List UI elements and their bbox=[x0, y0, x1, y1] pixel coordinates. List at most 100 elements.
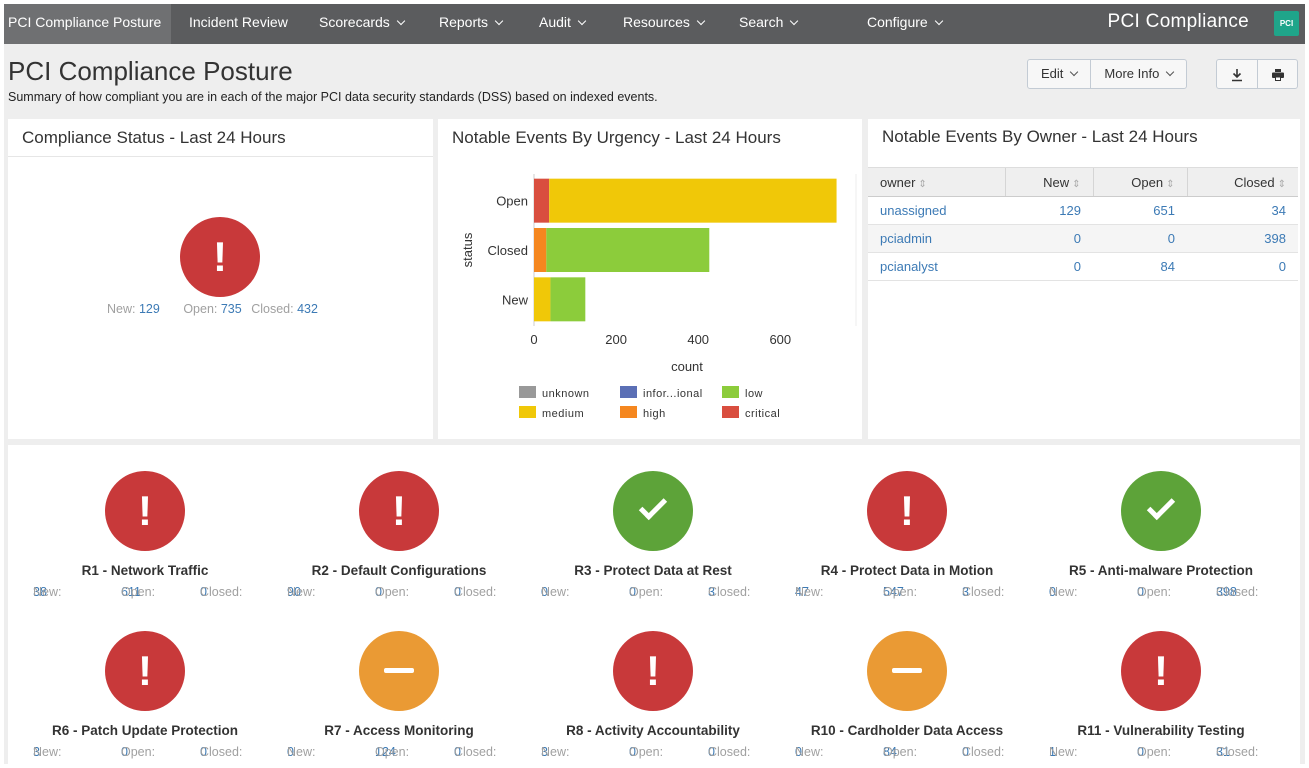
critical-status-icon[interactable]: ! bbox=[613, 631, 693, 711]
nav-configure[interactable]: Configure bbox=[863, 4, 946, 44]
open-count[interactable]: 735 bbox=[220, 302, 242, 316]
closed-count[interactable]: 0 bbox=[200, 585, 207, 599]
closed-count[interactable]: 398 bbox=[1216, 585, 1237, 599]
ok-status-icon[interactable] bbox=[613, 471, 693, 551]
ok-status-icon[interactable] bbox=[1121, 471, 1201, 551]
bar-segment-closed-low[interactable] bbox=[546, 228, 710, 272]
owner-cell[interactable]: pciadmin bbox=[868, 224, 1005, 253]
legend-label[interactable]: medium bbox=[542, 408, 584, 420]
bar-segment-open-medium[interactable] bbox=[549, 178, 837, 223]
new-count[interactable]: 3 bbox=[541, 745, 548, 759]
new-count[interactable]: 0 bbox=[1049, 585, 1056, 599]
closed-cell[interactable]: 0 bbox=[1187, 252, 1298, 281]
legend-label[interactable]: high bbox=[643, 408, 666, 420]
critical-status-icon[interactable]: ! bbox=[359, 471, 439, 551]
new-cell[interactable]: 0 bbox=[1005, 224, 1093, 253]
legend-label[interactable]: unknown bbox=[542, 388, 590, 400]
nav-search[interactable]: Search bbox=[735, 4, 801, 44]
requirement-label[interactable]: R5 - Anti-malware Protection bbox=[1068, 563, 1254, 578]
new-cell[interactable]: 129 bbox=[1005, 196, 1093, 225]
open-count[interactable]: 0 bbox=[1137, 585, 1144, 599]
legend-label[interactable]: infor...ional bbox=[643, 388, 703, 400]
nav-incident-review[interactable]: Incident Review bbox=[185, 4, 292, 44]
print-button[interactable] bbox=[1257, 60, 1297, 88]
open-count[interactable]: 124 bbox=[375, 745, 396, 759]
closed-count[interactable]: 0 bbox=[962, 745, 969, 759]
closed-count[interactable]: 31 bbox=[1216, 745, 1230, 759]
closed-count[interactable]: 3 bbox=[708, 585, 715, 599]
closed-count[interactable]: 0 bbox=[454, 585, 461, 599]
open-cell[interactable]: 84 bbox=[1093, 252, 1187, 281]
legend-label[interactable]: critical bbox=[745, 408, 780, 420]
new-count[interactable]: 47 bbox=[795, 585, 809, 599]
nav-resources[interactable]: Resources bbox=[619, 4, 708, 44]
closed-count[interactable]: 3 bbox=[962, 585, 969, 599]
open-count[interactable]: 547 bbox=[883, 585, 904, 599]
open-cell[interactable]: 651 bbox=[1093, 196, 1187, 225]
nav-scorecards[interactable]: Scorecards bbox=[315, 4, 408, 44]
new-count[interactable]: 1 bbox=[1049, 745, 1056, 759]
nav-label: Scorecards bbox=[319, 14, 390, 30]
warning-status-icon[interactable] bbox=[359, 631, 439, 711]
new-count[interactable]: 38 bbox=[33, 585, 47, 599]
requirement-label[interactable]: R8 - Activity Accountability bbox=[566, 723, 740, 738]
nav-audit[interactable]: Audit bbox=[535, 4, 589, 44]
bar-segment-closed-high[interactable] bbox=[534, 228, 547, 272]
open-cell[interactable]: 0 bbox=[1093, 224, 1187, 253]
x-axis-title: count bbox=[671, 359, 703, 374]
column-header-new[interactable]: New ⇕ bbox=[1004, 167, 1093, 197]
requirement-label[interactable]: R3 - Protect Data at Rest bbox=[574, 563, 732, 578]
closed-count[interactable]: 0 bbox=[200, 745, 207, 759]
more-info-button[interactable]: More Info bbox=[1090, 60, 1186, 88]
owner-cell[interactable]: unassigned bbox=[868, 196, 1005, 225]
bar-segment-new-medium[interactable] bbox=[534, 277, 551, 322]
requirement-label[interactable]: R2 - Default Configurations bbox=[311, 563, 487, 578]
open-count[interactable]: 84 bbox=[883, 745, 897, 759]
closed-cell[interactable]: 398 bbox=[1187, 224, 1298, 253]
requirement-label[interactable]: R4 - Protect Data in Motion bbox=[820, 563, 994, 578]
new-count[interactable]: 3 bbox=[33, 745, 40, 759]
open-count[interactable]: 0 bbox=[121, 745, 128, 759]
owner-cell[interactable]: pcianalyst bbox=[868, 252, 1005, 281]
open-count[interactable]: 0 bbox=[629, 745, 636, 759]
column-header-open[interactable]: Open ⇕ bbox=[1092, 167, 1187, 197]
legend-label[interactable]: low bbox=[745, 388, 763, 400]
chevron-down-icon bbox=[790, 16, 799, 26]
closed-cell[interactable]: 34 bbox=[1187, 196, 1298, 225]
requirement-label[interactable]: R10 - Cardholder Data Access bbox=[810, 723, 1004, 738]
requirement-label[interactable]: R11 - Vulnerability Testing bbox=[1077, 723, 1245, 738]
critical-status-icon[interactable]: ! bbox=[105, 631, 185, 711]
open-count[interactable]: 0 bbox=[1137, 745, 1144, 759]
new-count-group: New: 0 bbox=[1049, 585, 1077, 599]
critical-status-icon[interactable]: ! bbox=[1121, 631, 1201, 711]
new-count[interactable]: 0 bbox=[287, 745, 294, 759]
open-label: Open: bbox=[121, 585, 156, 599]
requirement-label[interactable]: R1 - Network Traffic bbox=[81, 563, 209, 578]
nav-reports[interactable]: Reports bbox=[435, 4, 506, 44]
requirement-label[interactable]: R7 - Access Monitoring bbox=[324, 723, 474, 738]
closed-count[interactable]: 0 bbox=[708, 745, 715, 759]
nav-pci-compliance-posture[interactable]: PCI Compliance Posture bbox=[4, 4, 172, 44]
column-header-owner[interactable]: owner ⇕ bbox=[868, 167, 1005, 197]
download-button[interactable] bbox=[1217, 60, 1257, 88]
warning-status-icon[interactable] bbox=[867, 631, 947, 711]
open-count[interactable]: 0 bbox=[375, 585, 382, 599]
new-count[interactable]: 0 bbox=[541, 585, 548, 599]
edit-button[interactable]: Edit bbox=[1028, 60, 1090, 88]
new-count[interactable]: 90 bbox=[287, 585, 301, 599]
critical-status-icon[interactable]: ! bbox=[105, 471, 185, 551]
critical-status-icon[interactable]: ! bbox=[180, 217, 260, 297]
column-header-closed[interactable]: Closed ⇕ bbox=[1186, 167, 1298, 197]
new-count[interactable]: 129 bbox=[138, 302, 160, 316]
open-count[interactable]: 0 bbox=[629, 585, 636, 599]
requirement-label[interactable]: R6 - Patch Update Protection bbox=[51, 723, 239, 738]
edit-label: Edit bbox=[1041, 66, 1064, 81]
critical-status-icon[interactable]: ! bbox=[867, 471, 947, 551]
bar-segment-new-low[interactable] bbox=[550, 277, 586, 322]
bar-segment-open-critical[interactable] bbox=[534, 178, 550, 223]
new-cell[interactable]: 0 bbox=[1005, 252, 1093, 281]
new-count[interactable]: 0 bbox=[795, 745, 802, 759]
closed-count[interactable]: 0 bbox=[454, 745, 461, 759]
closed-count[interactable]: 432 bbox=[297, 302, 318, 316]
open-count[interactable]: 611 bbox=[121, 585, 141, 599]
